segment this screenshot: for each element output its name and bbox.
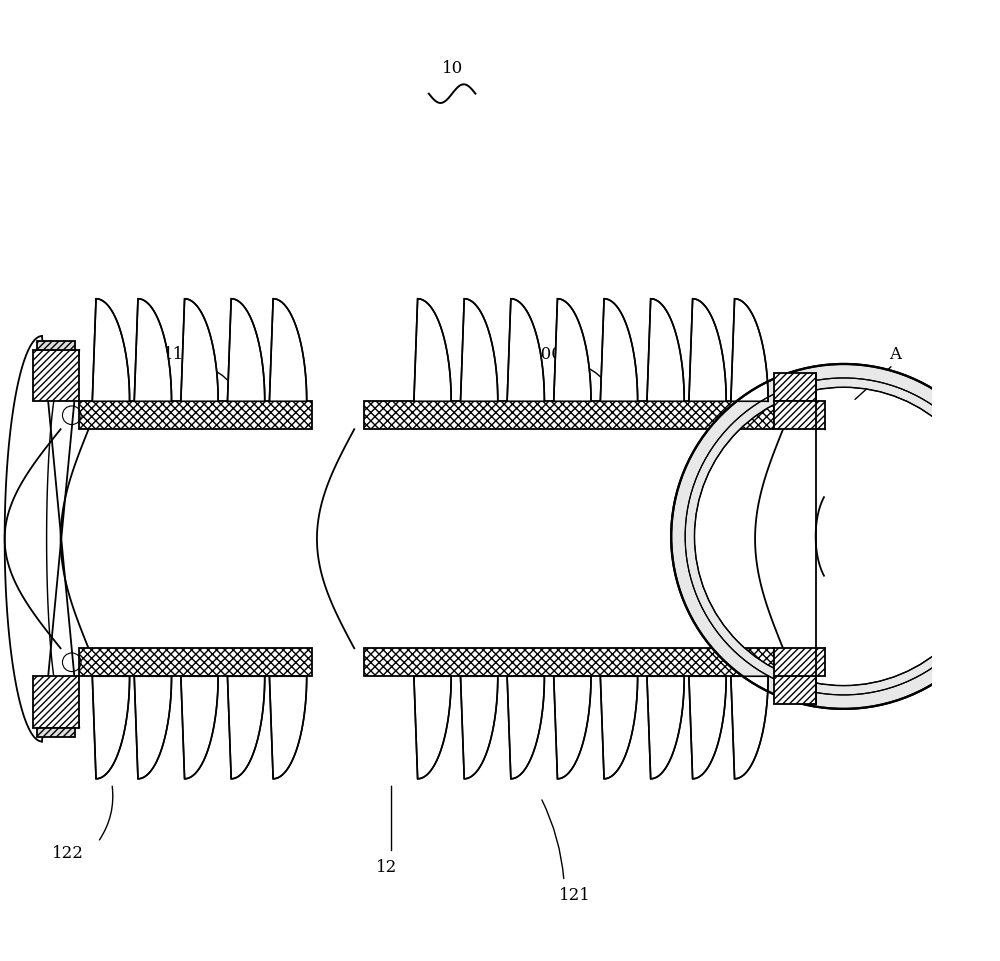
Polygon shape — [461, 677, 498, 778]
Polygon shape — [134, 299, 172, 402]
Polygon shape — [269, 299, 307, 402]
Polygon shape — [37, 340, 75, 350]
Text: 10: 10 — [441, 60, 463, 77]
Polygon shape — [554, 677, 591, 778]
Polygon shape — [647, 677, 684, 778]
Polygon shape — [364, 402, 774, 430]
Polygon shape — [269, 677, 307, 778]
Polygon shape — [731, 299, 768, 402]
Polygon shape — [689, 299, 726, 402]
Polygon shape — [600, 299, 638, 402]
Polygon shape — [92, 299, 130, 402]
Polygon shape — [181, 299, 218, 402]
Polygon shape — [774, 402, 825, 430]
Polygon shape — [600, 677, 638, 778]
Text: A: A — [889, 346, 901, 363]
Polygon shape — [647, 299, 684, 402]
Polygon shape — [774, 649, 825, 677]
Polygon shape — [181, 677, 218, 778]
Polygon shape — [731, 677, 768, 778]
Polygon shape — [774, 677, 816, 704]
Polygon shape — [33, 677, 79, 727]
Polygon shape — [92, 677, 130, 778]
Polygon shape — [37, 727, 75, 737]
Text: 122: 122 — [52, 845, 84, 862]
Polygon shape — [79, 402, 312, 430]
Polygon shape — [364, 649, 774, 677]
Polygon shape — [134, 677, 172, 778]
Polygon shape — [774, 373, 816, 402]
Polygon shape — [414, 677, 451, 778]
Text: 100: 100 — [531, 346, 563, 363]
Polygon shape — [507, 677, 544, 778]
Polygon shape — [671, 364, 1000, 709]
Polygon shape — [79, 649, 312, 677]
Polygon shape — [227, 299, 265, 402]
Polygon shape — [414, 299, 451, 402]
Polygon shape — [33, 350, 79, 402]
Polygon shape — [689, 677, 726, 778]
Text: 121: 121 — [559, 887, 591, 904]
Polygon shape — [554, 299, 591, 402]
Polygon shape — [227, 677, 265, 778]
Text: 12: 12 — [376, 859, 397, 875]
Polygon shape — [507, 299, 544, 402]
Polygon shape — [461, 299, 498, 402]
Text: 11: 11 — [163, 346, 184, 363]
